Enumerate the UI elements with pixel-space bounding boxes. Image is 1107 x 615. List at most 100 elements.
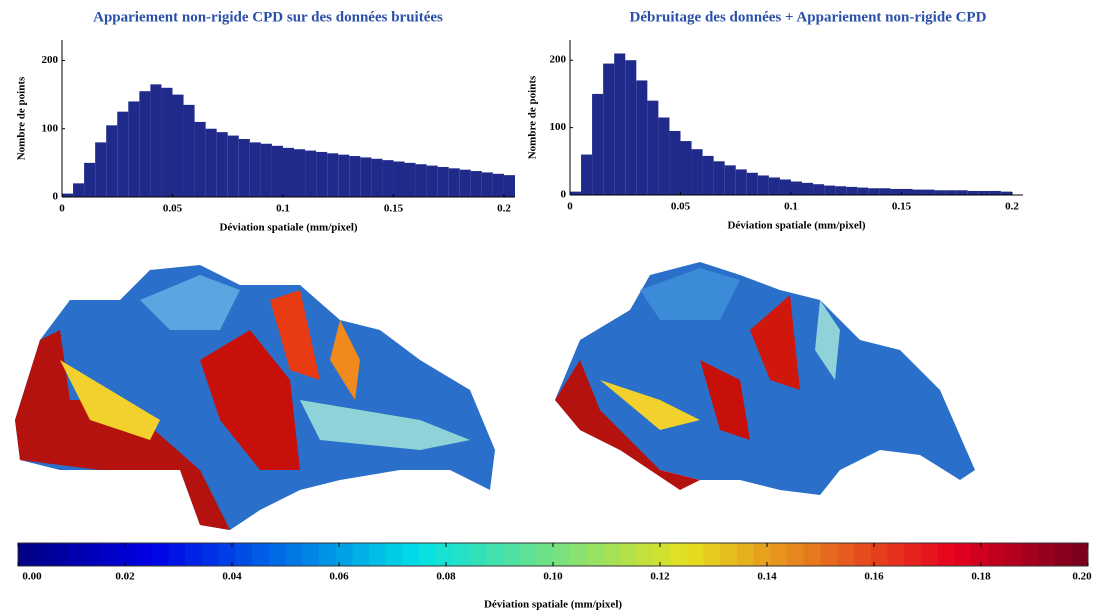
colorbar-segment	[352, 543, 370, 566]
colorbar-segment	[636, 543, 654, 566]
bar	[735, 169, 747, 195]
bar	[249, 142, 261, 197]
colorbar-segment	[235, 543, 253, 566]
bar	[625, 60, 637, 195]
bar	[294, 149, 306, 197]
bar	[989, 190, 1001, 195]
bar	[746, 172, 758, 195]
x-tick-label: 0.15	[892, 201, 912, 213]
colorbar-segment	[118, 543, 136, 566]
x-tick-label: 0	[567, 201, 573, 213]
colorbar-segment	[302, 543, 320, 566]
colorbar-segment	[887, 543, 905, 566]
y-tick-label: 0	[53, 191, 59, 203]
colorbar-segment	[34, 543, 52, 566]
colorbar-segment	[268, 543, 286, 566]
colorbar-tick-label: 0.20	[1072, 571, 1092, 583]
colorbar-segment	[369, 543, 387, 566]
colorbar-segment	[201, 543, 220, 566]
bar	[570, 191, 582, 195]
x-tick-label: 0.1	[276, 203, 290, 215]
colorbar-segment	[569, 543, 587, 566]
bar	[702, 155, 714, 195]
bar	[503, 175, 515, 197]
x-axis-label: Déviation spatiale (mm/pixel)	[219, 222, 357, 234]
colorbar-segment	[469, 543, 487, 566]
colorbar-segment	[920, 543, 939, 566]
bar	[813, 184, 825, 195]
bar	[338, 154, 350, 197]
colorbar-segment	[954, 543, 972, 566]
colorbar-segment	[502, 543, 521, 566]
colorbar-segment	[670, 543, 688, 566]
bar	[669, 130, 681, 195]
colorbar-segment	[1037, 543, 1056, 566]
bar	[713, 161, 725, 195]
bar	[260, 143, 272, 197]
colorbar-segment	[770, 543, 788, 566]
bar	[117, 111, 129, 197]
bar	[923, 189, 935, 195]
bar	[901, 188, 913, 195]
x-axis-label: Déviation spatiale (mm/pixel)	[727, 220, 865, 232]
bar	[912, 189, 924, 195]
bar	[835, 186, 847, 195]
bar	[73, 183, 85, 197]
colorbar-segment	[1004, 543, 1022, 566]
bar	[139, 91, 151, 197]
bar	[271, 145, 283, 197]
y-tick-label: 100	[42, 122, 59, 134]
colorbar-segment	[970, 543, 989, 566]
colorbar-segment	[603, 543, 621, 566]
colorbar-segment	[753, 543, 771, 566]
colorbar-segment	[619, 543, 638, 566]
colorbar-segment	[18, 543, 36, 566]
bar	[779, 179, 791, 195]
colorbar-segment	[519, 543, 537, 566]
x-tick-label: 0.05	[163, 203, 183, 215]
colorbar-segment	[318, 543, 337, 566]
bar	[382, 160, 394, 197]
y-axis-label: Nombre de points	[16, 76, 28, 160]
y-tick-label: 200	[42, 54, 59, 66]
colorbar-segment	[870, 543, 888, 566]
bar	[802, 182, 814, 195]
bar	[282, 147, 295, 197]
surface-right	[555, 262, 975, 495]
bar	[106, 125, 118, 197]
colorbar-segment	[837, 543, 855, 566]
bar	[194, 121, 206, 197]
colorbar-segment	[452, 543, 470, 566]
bar	[647, 100, 659, 195]
colorbar-segment	[168, 543, 186, 566]
bar	[161, 87, 173, 197]
colorbar-tick-label: 0.00	[22, 571, 42, 583]
bar	[492, 173, 504, 197]
colorbar-segment	[218, 543, 236, 566]
bar	[614, 53, 626, 196]
bar	[371, 158, 383, 197]
bar	[62, 193, 74, 197]
bar	[415, 164, 427, 197]
colorbar-segment	[853, 543, 872, 566]
colorbar-segment	[1071, 543, 1089, 566]
bar	[95, 142, 107, 197]
bar	[757, 175, 769, 195]
colorbar-segment	[553, 543, 571, 566]
colorbar-segment	[252, 543, 270, 566]
bar	[636, 80, 648, 195]
colorbar-segment	[820, 543, 838, 566]
colorbar-segment	[1054, 543, 1072, 566]
colorbar-segment	[68, 543, 86, 566]
bar	[890, 188, 902, 195]
bar	[790, 181, 803, 195]
x-tick-label: 0.15	[384, 203, 404, 215]
colorbar-label: Déviation spatiale (mm/pixel)	[484, 599, 622, 611]
colorbar-segment	[419, 543, 437, 566]
colorbar-tick-label: 0.04	[222, 571, 242, 583]
colorbar-tick-label: 0.16	[864, 571, 884, 583]
bar	[393, 161, 405, 197]
colorbar-segment	[736, 543, 755, 566]
bar	[216, 132, 228, 197]
bar	[592, 93, 604, 195]
